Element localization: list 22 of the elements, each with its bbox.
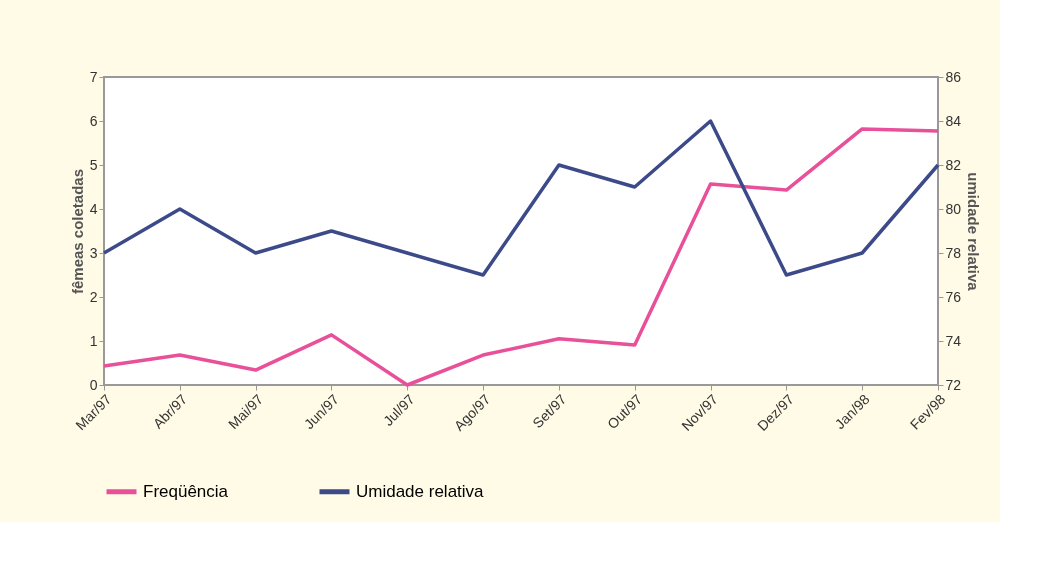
y-tick-label: 2 xyxy=(89,288,98,305)
y-tick-label: 3 xyxy=(89,244,98,261)
y2-tick-label: 82 xyxy=(945,156,962,173)
y-tick-label: 6 xyxy=(89,112,98,129)
y-tick-label: 4 xyxy=(89,200,98,217)
y-tick-label: 1 xyxy=(89,332,98,349)
y2-tick-label: 76 xyxy=(945,288,962,305)
y2-tick-label: 80 xyxy=(945,200,962,217)
y2-tick-label: 78 xyxy=(945,244,962,261)
y2-tick-label: 72 xyxy=(945,376,962,393)
y2-tick-label: 74 xyxy=(945,332,962,349)
legend-label: Freqüência xyxy=(143,481,229,501)
legend-label: Umidade relativa xyxy=(356,481,485,501)
y-tick-label: 7 xyxy=(89,68,98,85)
y-tick-label: 0 xyxy=(89,376,98,393)
y2-tick-label: 84 xyxy=(945,112,962,129)
y-tick-label: 5 xyxy=(89,156,98,173)
y2-tick-label: 86 xyxy=(945,68,962,85)
y-axis-title: fêmeas coletadas xyxy=(68,168,86,295)
line-series xyxy=(102,119,940,277)
y2-axis-title: umidade relativa xyxy=(965,172,983,292)
line-series xyxy=(102,127,940,387)
